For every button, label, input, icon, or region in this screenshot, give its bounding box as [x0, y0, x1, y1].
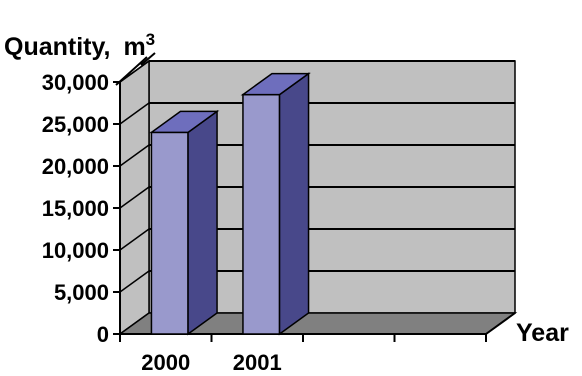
bars	[149, 72, 311, 336]
side-gridline-4	[119, 144, 150, 167]
y-axis-label-unit: m	[123, 33, 145, 61]
bar-side-2000	[187, 109, 218, 336]
bar-2001	[240, 72, 311, 336]
y-axis-label: Quantity, m3	[4, 30, 155, 61]
side-gridline-2	[119, 228, 150, 251]
side-gridline-6	[119, 60, 150, 83]
side-gridline-5	[119, 102, 150, 125]
y-tick-label-0: 0	[97, 322, 109, 347]
x-tick-label-2001: 2001	[233, 350, 282, 375]
bar-front-2000	[150, 131, 189, 335]
bar-front-2001	[242, 93, 281, 335]
y-tick-label-1: 5,000	[54, 280, 109, 305]
bar-top-2001	[240, 72, 311, 96]
x-axis-label: Year	[516, 319, 569, 347]
x-axis-depth-line	[485, 312, 516, 335]
side-gridline-1	[119, 270, 150, 293]
y-tick-label-6: 30,000	[42, 70, 109, 95]
title-fragment: ...	[150, 0, 172, 2]
x-tick-label-2000: 2000	[141, 350, 190, 375]
y-axis-label-unit-power: 3	[146, 30, 155, 49]
y-tick-label-2: 10,000	[42, 238, 109, 263]
y-tick-label-4: 20,000	[42, 154, 109, 179]
side-gridline-3	[119, 186, 150, 209]
y-tick-label-3: 15,000	[42, 196, 109, 221]
y-tick-label-5: 25,000	[42, 112, 109, 137]
axis-break-mark	[115, 52, 156, 86]
bar-2000	[149, 109, 220, 336]
x-tick-labels: 2000 2001	[119, 334, 487, 375]
bar-side-2001	[278, 72, 310, 336]
bar-top-2000	[149, 110, 220, 134]
y-axis-label-main: Quantity,	[4, 33, 110, 61]
y-tick-labels: 0 5,000 10,000 15,000 20,000 25,000 30,000	[42, 70, 120, 347]
